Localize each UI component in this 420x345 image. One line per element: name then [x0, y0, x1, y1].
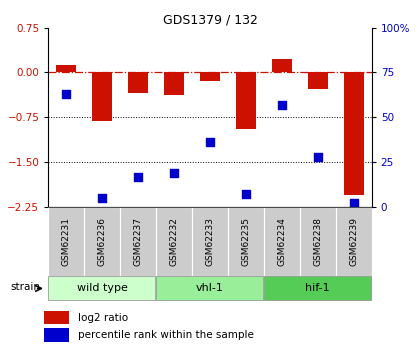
- Bar: [56, 65, 76, 72]
- Text: GSM62231: GSM62231: [62, 217, 71, 266]
- Text: vhl-1: vhl-1: [196, 284, 224, 293]
- Bar: [200, 72, 220, 81]
- Point: [207, 140, 213, 145]
- Text: GSM62238: GSM62238: [313, 217, 322, 266]
- Text: strain: strain: [10, 282, 41, 292]
- Bar: [92, 72, 112, 121]
- Bar: [84, 207, 120, 276]
- Bar: [44, 311, 69, 324]
- Bar: [128, 72, 148, 93]
- Text: GSM62234: GSM62234: [277, 217, 286, 266]
- Bar: [344, 72, 364, 195]
- Text: GSM62235: GSM62235: [241, 217, 250, 266]
- Text: log2 ratio: log2 ratio: [78, 313, 128, 323]
- Bar: [164, 72, 184, 95]
- Bar: [120, 207, 156, 276]
- Text: wild type: wild type: [77, 284, 128, 293]
- Point: [171, 170, 177, 176]
- Point: [135, 174, 142, 179]
- Point: [278, 102, 285, 108]
- Text: hif-1: hif-1: [305, 284, 330, 293]
- Bar: [156, 276, 263, 300]
- Bar: [264, 276, 371, 300]
- Bar: [228, 207, 264, 276]
- Text: GSM62233: GSM62233: [205, 217, 215, 266]
- Point: [315, 154, 321, 159]
- Title: GDS1379 / 132: GDS1379 / 132: [163, 13, 257, 27]
- Point: [63, 91, 70, 97]
- Bar: [236, 72, 256, 129]
- Text: GSM62236: GSM62236: [98, 217, 107, 266]
- Bar: [300, 207, 336, 276]
- Bar: [48, 276, 155, 300]
- Bar: [44, 328, 69, 342]
- Point: [350, 201, 357, 206]
- Text: percentile rank within the sample: percentile rank within the sample: [78, 331, 254, 340]
- Bar: [308, 72, 328, 89]
- Bar: [156, 207, 192, 276]
- Point: [243, 192, 249, 197]
- Text: GSM62232: GSM62232: [170, 217, 178, 266]
- Bar: [264, 207, 300, 276]
- Point: [99, 195, 105, 201]
- Text: GSM62239: GSM62239: [349, 217, 358, 266]
- Text: GSM62237: GSM62237: [134, 217, 143, 266]
- Bar: [48, 207, 84, 276]
- Bar: [272, 59, 292, 72]
- Bar: [336, 207, 372, 276]
- Bar: [192, 207, 228, 276]
